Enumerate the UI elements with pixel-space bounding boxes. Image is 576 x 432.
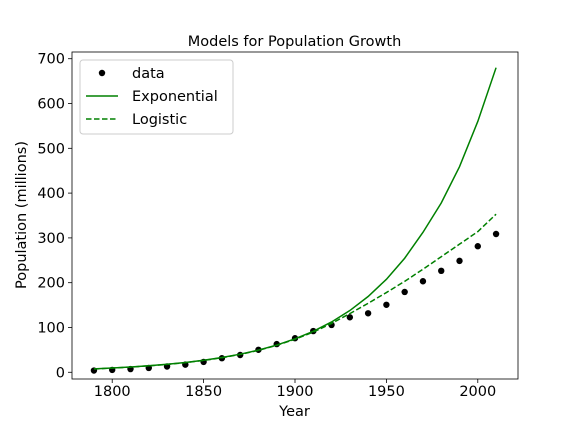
data-point: [474, 243, 481, 250]
data-point: [346, 314, 354, 321]
y-tick-label: 700: [37, 52, 65, 68]
data-point: [438, 267, 445, 275]
data-point: [383, 301, 390, 308]
y-axis-label: Population (millions): [14, 141, 30, 289]
data-point: [401, 288, 408, 296]
x-tick-label: 1850: [185, 384, 222, 400]
chart-title: Models for Population Growth: [188, 34, 402, 50]
plot-area: 1800 1850 1900 1950 2000 0 100 200 300 400 500 600…: [37, 51, 519, 400]
y-tick-label: 400: [37, 186, 65, 202]
data-point: [456, 257, 463, 265]
y-tick-label: 200: [37, 276, 65, 292]
legend-label-data: data: [132, 66, 165, 82]
x-axis-label: Year: [278, 404, 310, 420]
data-point: [492, 230, 500, 238]
x-tick-label: 2000: [459, 384, 496, 400]
data-point: [419, 278, 427, 285]
y-tick-label: 500: [37, 141, 65, 157]
legend-box: [79, 59, 234, 135]
series-line-logistic: [93, 213, 497, 370]
legend-marker-data: [98, 69, 106, 77]
legend: data Exponential Logistic: [79, 59, 234, 135]
legend-label-exponential: Exponential: [132, 89, 218, 105]
series-layer: [90, 67, 500, 374]
x-tick-label: 1900: [277, 384, 314, 400]
x-tick-label: 1950: [368, 384, 405, 400]
y-axis-ticks: 0 100 200 300 400 500 600 700: [37, 52, 72, 381]
y-tick-label: 600: [37, 97, 65, 113]
x-axis-ticks: 1800 1850 1900 1950 2000: [94, 379, 496, 400]
data-point: [364, 310, 372, 317]
y-tick-label: 100: [37, 320, 65, 336]
legend-label-logistic: Logistic: [132, 112, 187, 128]
x-tick-label: 1800: [94, 384, 131, 400]
y-tick-label: 0: [56, 365, 65, 381]
y-tick-label: 300: [37, 231, 65, 247]
